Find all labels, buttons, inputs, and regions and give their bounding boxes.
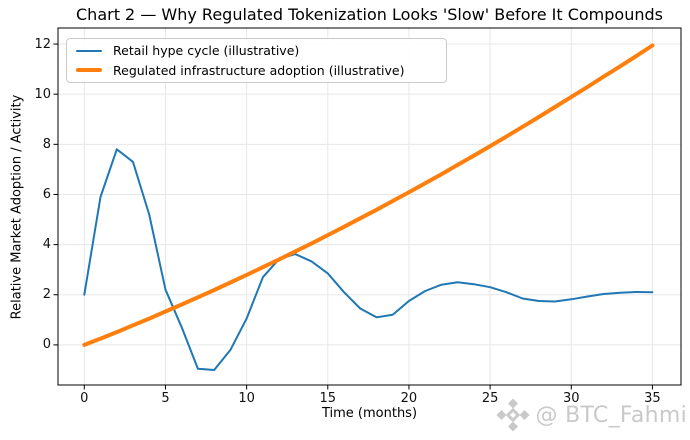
legend-label-regulated: Regulated infrastructure adoption (illus… — [113, 62, 405, 78]
legend-item-regulated: Regulated infrastructure adoption (illus… — [67, 61, 446, 80]
x-axis-label: Time (months) — [321, 406, 418, 421]
binance-logo-icon — [495, 398, 530, 432]
y-tick-label: 0 — [42, 337, 51, 353]
legend-item-retail: Retail hype cycle (illustrative) — [67, 41, 446, 60]
legend-label-retail: Retail hype cycle (illustrative) — [113, 43, 300, 59]
y-tick-label: 4 — [42, 237, 51, 253]
watermark-text: @ BTC_Fahmi — [535, 402, 687, 428]
y-axis-label: Relative Market Adoption / Activity — [9, 94, 25, 320]
chart-title: Chart 2 — Why Regulated Tokenization Loo… — [76, 5, 663, 24]
retail-hype-line — [83, 148, 654, 371]
y-tick-label: 6 — [42, 186, 51, 202]
x-tick-label: 20 — [400, 391, 418, 406]
x-tick-label: 5 — [161, 391, 170, 406]
x-tick-label: 25 — [481, 391, 499, 406]
watermark: @ BTC_Fahmi — [495, 396, 688, 434]
y-tick-label: 2 — [42, 287, 51, 303]
retail-line-swatch — [76, 49, 102, 52]
x-tick-label: 0 — [80, 391, 89, 406]
y-tick-label: 12 — [34, 36, 51, 52]
x-tick-label: 35 — [644, 391, 661, 406]
plot-spines — [57, 27, 682, 386]
regulated-line-swatch — [76, 67, 102, 73]
legend: Retail hype cycle (illustrative) Regulat… — [66, 38, 447, 83]
regulated-adoption-line — [82, 43, 655, 347]
y-tick-label: 8 — [42, 136, 51, 152]
x-tick-label: 10 — [238, 391, 255, 406]
x-tick-label: 30 — [562, 391, 580, 406]
y-tick-label: 10 — [34, 86, 51, 102]
x-tick-label: 15 — [319, 391, 337, 406]
